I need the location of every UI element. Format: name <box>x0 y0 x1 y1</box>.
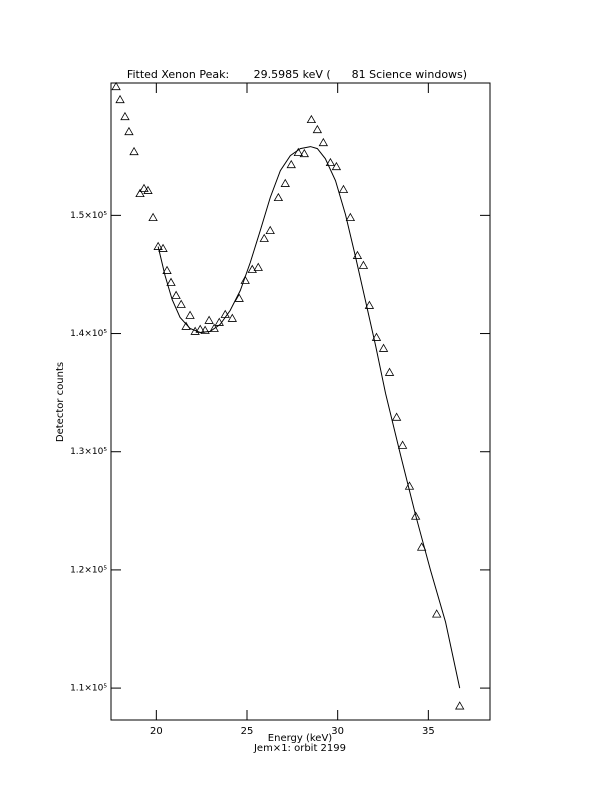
data-point <box>209 323 219 332</box>
data-point <box>234 293 244 302</box>
data-point <box>431 609 442 618</box>
x-axis-sublabel: Jem×1: orbit 2199 <box>253 743 346 754</box>
x-tick-label: 35 <box>422 726 435 737</box>
x-tick-label: 20 <box>150 726 163 737</box>
data-point <box>259 233 269 242</box>
data-point <box>253 262 263 271</box>
data-point <box>139 183 149 192</box>
x-axis-label: Energy (keV) <box>268 733 333 744</box>
data-point <box>200 325 210 334</box>
data-point <box>111 81 121 91</box>
fit-line <box>157 146 461 689</box>
data-point <box>120 111 130 121</box>
data-point <box>185 310 195 319</box>
data-point <box>273 192 284 202</box>
data-point <box>166 277 176 286</box>
data-point <box>345 212 356 222</box>
data-point <box>153 241 163 250</box>
data-point <box>124 126 134 136</box>
data-point <box>410 511 421 520</box>
data-point <box>325 157 336 167</box>
data-point <box>247 264 257 273</box>
x-tick-label: 25 <box>241 726 254 737</box>
data-point <box>227 313 238 322</box>
data-point <box>338 184 349 193</box>
data-point <box>158 243 168 252</box>
y-tick-label: 1.5×10⁵ <box>70 211 107 221</box>
data-point <box>286 159 296 169</box>
data-point <box>306 114 317 124</box>
data-point <box>455 701 465 710</box>
data-point <box>378 343 389 352</box>
data-point <box>240 275 250 284</box>
y-tick-label: 1.1×10⁵ <box>70 684 107 694</box>
data-point <box>331 161 342 171</box>
data-point <box>129 146 139 156</box>
data-point <box>148 212 158 222</box>
data-point <box>318 137 329 147</box>
data-point <box>204 315 214 324</box>
data-point <box>358 260 369 269</box>
data-point <box>371 332 382 341</box>
data-point <box>384 367 395 376</box>
y-axis-label: Detector counts <box>55 362 66 442</box>
data-point <box>115 94 125 104</box>
data-point <box>171 290 181 299</box>
y-tick-label: 1.3×10⁵ <box>70 447 107 457</box>
data-point <box>312 124 323 134</box>
data-point <box>143 185 153 194</box>
data-point <box>364 300 375 309</box>
data-point <box>293 147 304 157</box>
y-tick-label: 1.2×10⁵ <box>70 565 107 575</box>
chart-title: Fitted Xenon Peak: 29.5985 keV ( 81 Scie… <box>127 68 467 81</box>
data-point <box>135 188 145 198</box>
data-point <box>397 440 408 449</box>
data-point <box>265 225 275 235</box>
data-point <box>280 178 290 187</box>
data-point <box>391 412 402 421</box>
x-tick-label: 30 <box>331 726 344 737</box>
data-point <box>299 148 309 158</box>
y-tick-label: 1.4×10⁵ <box>70 329 107 339</box>
data-point <box>176 299 186 308</box>
data-point <box>162 265 172 274</box>
plot-frame <box>110 82 491 721</box>
